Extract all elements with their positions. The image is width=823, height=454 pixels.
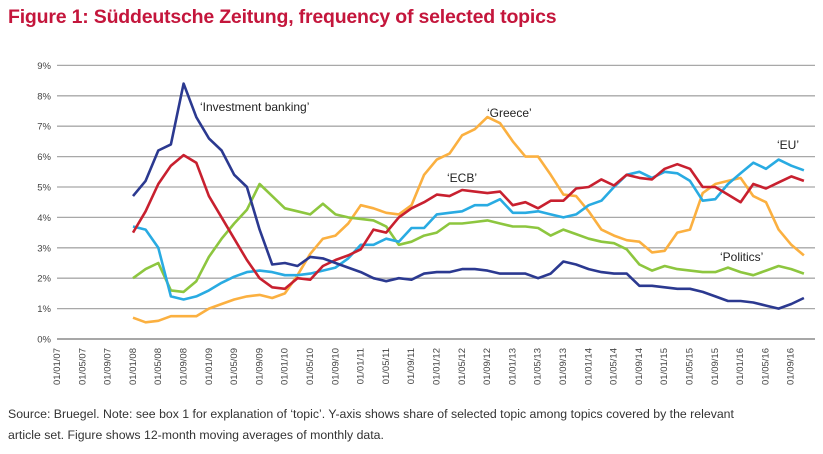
x-tick-label: 01/01/08	[128, 348, 139, 385]
x-tick-label: 01/09/15	[710, 348, 721, 385]
y-tick-label: 2%	[37, 274, 51, 285]
series-annotation: ‘Investment banking’	[200, 100, 309, 114]
series-annotation: ‘Politics’	[720, 250, 763, 264]
x-tick-label: 01/09/16	[786, 348, 797, 385]
x-tick-label: 01/01/15	[659, 348, 670, 385]
y-tick-label: 8%	[37, 91, 51, 102]
series-line-greece	[132, 115, 805, 324]
x-tick-label: 01/05/15	[685, 348, 696, 385]
series-line-eu	[132, 158, 805, 301]
x-tick-label: 01/01/13	[507, 348, 518, 385]
source-note-continued: article set. Figure shows 12-month movin…	[8, 428, 384, 442]
y-tick-label: 1%	[37, 304, 51, 315]
y-tick-label: 0%	[37, 335, 51, 346]
x-tick-label: 01/05/10	[305, 348, 316, 385]
x-tick-label: 01/09/13	[558, 348, 569, 385]
x-tick-label: 01/05/07	[77, 348, 88, 385]
y-tick-label: 6%	[37, 152, 51, 163]
x-tick-label: 01/01/12	[432, 348, 443, 385]
x-tick-label: 01/05/14	[609, 348, 620, 385]
series-line-ecb	[131, 153, 805, 291]
source-note: Source: Bruegel. Note: see box 1 for exp…	[8, 407, 734, 421]
y-tick-label: 4%	[37, 213, 51, 224]
x-tick-label: 01/09/09	[254, 348, 265, 385]
x-tick-label: 01/01/09	[204, 348, 215, 385]
x-tick-label: 01/05/16	[760, 348, 771, 385]
x-tick-label: 01/09/10	[330, 348, 341, 385]
y-tick-label: 3%	[37, 243, 51, 254]
figure-title: Figure 1: Süddeutsche Zeitung, frequency…	[8, 6, 557, 28]
x-tick-label: 01/05/08	[153, 348, 164, 385]
series-line-politics	[132, 182, 805, 294]
x-tick-label: 01/09/12	[482, 348, 493, 385]
x-tick-label: 01/05/12	[457, 348, 468, 385]
x-tick-label: 01/09/07	[103, 348, 114, 385]
series-line-investment-banking	[131, 82, 805, 310]
x-tick-label: 01/01/14	[583, 348, 594, 385]
x-tick-label: 01/01/07	[52, 348, 63, 385]
y-tick-label: 7%	[37, 122, 51, 133]
y-tick-label: 9%	[37, 61, 51, 72]
series-annotation: ‘EU’	[777, 138, 799, 152]
x-tick-label: 01/05/09	[229, 348, 240, 385]
series-annotation: ‘ECB’	[447, 171, 477, 185]
x-tick-label: 01/09/11	[406, 348, 417, 384]
series-annotation: ‘Greece’	[487, 106, 532, 120]
y-tick-label: 5%	[37, 183, 51, 194]
x-tick-label: 01/05/11	[381, 348, 392, 384]
x-tick-label: 01/09/08	[179, 348, 190, 385]
x-tick-label: 01/01/10	[280, 348, 291, 385]
x-tick-label: 01/01/16	[735, 348, 746, 385]
x-tick-label: 01/05/13	[533, 348, 544, 385]
x-tick-label: 01/01/11	[356, 348, 367, 384]
x-tick-label: 01/09/14	[634, 348, 645, 385]
